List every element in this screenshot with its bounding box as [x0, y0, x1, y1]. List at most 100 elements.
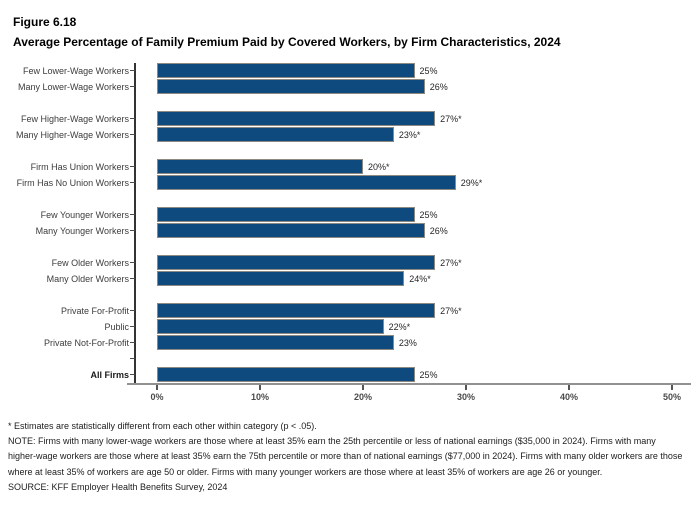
category-label-many-higher-wage-workers: Many Higher-Wage Workers — [15, 129, 129, 140]
methodology-note: NOTE: Firms with many lower-wage workers… — [8, 435, 683, 477]
x-axis-tick-label: 50% — [662, 391, 681, 402]
bar-zone: 25% — [157, 207, 698, 223]
x-axis-tick-label: 0% — [150, 391, 164, 402]
bar-firm-has-union-workers — [157, 159, 363, 174]
bar-private-for-profit — [157, 303, 436, 318]
category-tick-mark — [130, 70, 135, 71]
bar-zone: 24%* — [157, 271, 698, 287]
group-spacer — [0, 143, 698, 159]
category-tick-mark — [130, 310, 135, 311]
bar-zone: 29%* — [157, 175, 698, 191]
group-spacer — [0, 191, 698, 207]
bar-many-higher-wage-workers — [157, 127, 394, 142]
significance-note: * Estimates are statistically different … — [8, 420, 317, 431]
bar-value-label: 25% — [419, 65, 438, 76]
category-label-few-higher-wage-workers: Few Higher-Wage Workers — [20, 113, 129, 124]
category-tick-mark — [130, 358, 135, 359]
bar-few-younger-workers — [157, 207, 415, 222]
bar-zone: 25% — [157, 367, 698, 383]
x-axis-tick-label: 20% — [353, 391, 372, 402]
bar-value-label: 23%* — [398, 129, 421, 140]
bar-zone: 22%* — [157, 319, 698, 335]
x-axis-tick — [671, 384, 673, 390]
chart-row: Few Older Workers 27%* — [0, 255, 698, 271]
chart-row: Many Younger Workers 26% — [0, 223, 698, 239]
group-spacer — [0, 351, 698, 367]
figure-title: Average Percentage of Family Premium Pai… — [13, 35, 561, 49]
chart-row: Many Lower-Wage Workers 26% — [0, 79, 698, 95]
chart-row: Private For-Profit 27%* — [0, 303, 698, 319]
category-label-many-older-workers: Many Older Workers — [46, 273, 129, 284]
category-label-few-older-workers: Few Older Workers — [51, 257, 129, 268]
group-spacer — [0, 287, 698, 303]
x-axis-tick — [362, 384, 364, 390]
bar-value-label: 22%* — [388, 321, 411, 332]
bar-zone: 20%* — [157, 159, 698, 175]
bar-many-younger-workers — [157, 223, 425, 238]
bar-value-label: 27%* — [440, 305, 462, 316]
x-axis-tick — [465, 384, 467, 390]
x-axis-tick — [156, 384, 158, 390]
category-tick-mark — [130, 342, 135, 343]
category-label-firm-has-union-workers: Firm Has Union Workers — [30, 161, 129, 172]
category-label-public: Public — [104, 321, 129, 332]
category-label-many-lower-wage-workers: Many Lower-Wage Workers — [17, 81, 129, 92]
bar-firm-has-no-union-workers — [157, 175, 456, 190]
category-label-private-not-for-profit: Private Not-For-Profit — [43, 337, 129, 348]
footnote-block: * Estimates are statistically different … — [8, 419, 686, 496]
category-label-few-younger-workers: Few Younger Workers — [40, 209, 129, 220]
chart-row: Firm Has No Union Workers 29%* — [0, 175, 698, 191]
bar-zone: 23% — [157, 335, 698, 351]
x-axis-tick-label: 30% — [456, 391, 475, 402]
bar-value-label: 25% — [419, 369, 438, 380]
x-axis-tick-label: 40% — [559, 391, 578, 402]
chart-row: Few Younger Workers 25% — [0, 207, 698, 223]
group-spacer — [0, 239, 698, 255]
chart-row: Private Not-For-Profit 23% — [0, 335, 698, 351]
title-block: Figure 6.18 Average Percentage of Family… — [0, 0, 698, 54]
bar-value-label: 26% — [429, 81, 448, 92]
chart-row: Many Older Workers 24%* — [0, 271, 698, 287]
figure-label: Figure 6.18 — [13, 15, 77, 29]
category-label-all-firms: All Firms — [90, 369, 129, 380]
bar-zone: 27%* — [157, 255, 698, 271]
chart-row: All Firms 25% — [0, 367, 698, 383]
x-axis-tick — [259, 384, 261, 390]
source-note: SOURCE: KFF Employer Health Benefits Sur… — [8, 482, 228, 493]
bar-value-label: 20%* — [368, 161, 390, 172]
category-tick-mark — [130, 374, 135, 375]
bar-value-label: 26% — [429, 225, 448, 236]
category-tick-mark — [130, 214, 135, 215]
category-label-many-younger-workers: Many Younger Workers — [35, 225, 129, 236]
bar-few-older-workers — [157, 255, 436, 270]
bar-all-firms — [157, 367, 415, 382]
category-tick-mark — [130, 278, 135, 279]
category-tick-mark — [130, 118, 135, 119]
bar-few-higher-wage-workers — [157, 111, 436, 126]
x-axis-tick — [568, 384, 570, 390]
category-tick-mark — [130, 166, 135, 167]
bar-value-label: 27%* — [440, 113, 462, 124]
bar-many-older-workers — [157, 271, 405, 286]
bar-value-label: 25% — [419, 209, 438, 220]
bar-value-label: 23% — [398, 337, 417, 348]
category-label-few-lower-wage-workers: Few Lower-Wage Workers — [22, 65, 129, 76]
category-label-private-for-profit: Private For-Profit — [60, 305, 129, 316]
bar-public — [157, 319, 384, 334]
bar-zone: 26% — [157, 223, 698, 239]
category-tick-mark — [130, 326, 135, 327]
bar-private-not-for-profit — [157, 335, 394, 350]
bar-zone: 27%* — [157, 303, 698, 319]
y-axis-line — [134, 62, 136, 384]
bar-value-label: 24%* — [409, 273, 431, 284]
category-tick-mark — [130, 182, 135, 183]
bar-value-label: 29%* — [460, 177, 483, 188]
category-tick-mark — [130, 230, 135, 231]
bar-many-lower-wage-workers — [157, 79, 425, 94]
plot-rows: Few Lower-Wage Workers 25% Many Lower-Wage… — [0, 63, 698, 383]
chart-row: Few Lower-Wage Workers 25% — [0, 63, 698, 79]
bar-zone: 27%* — [157, 111, 698, 127]
bar-value-label: 27%* — [440, 257, 462, 268]
x-axis-line — [127, 382, 691, 385]
bar-chart: Few Lower-Wage Workers 25% Many Lower-Wage… — [0, 62, 698, 409]
